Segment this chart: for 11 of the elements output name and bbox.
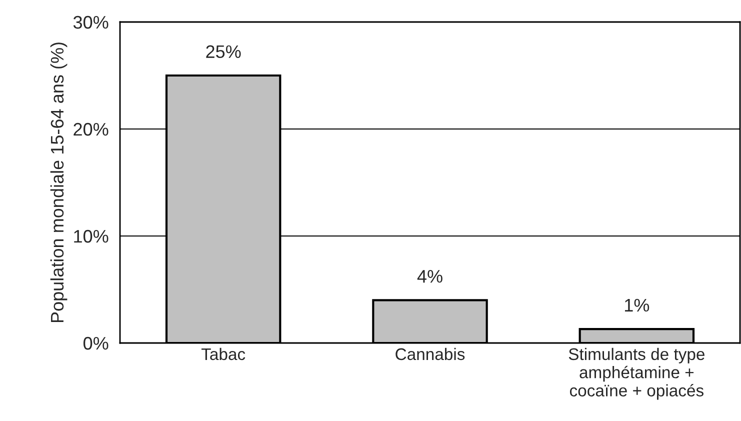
data-label: 4% [417,270,442,283]
y-tick-label: 10% [74,230,108,243]
x-tick-label: Stimulants de type amphétamine + cocaïne + opiacés [568,348,704,400]
data-label: 1% [624,298,650,312]
data-label: 25% [206,45,241,58]
y-axis-title: Population mondiale 15-64 ans (%) [50,42,68,322]
y-tick-label: 0% [84,336,108,350]
y-tick-label: 20% [74,122,108,136]
x-tick-label: Tabac [201,348,246,360]
y-tick-label: 30% [73,16,108,29]
x-tick-label: Cannabis [396,348,465,360]
